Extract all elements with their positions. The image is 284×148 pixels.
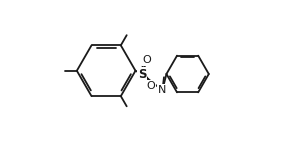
Text: S: S bbox=[138, 67, 146, 81]
Text: N: N bbox=[158, 85, 166, 95]
Text: O: O bbox=[146, 81, 155, 91]
Text: O: O bbox=[143, 55, 151, 65]
